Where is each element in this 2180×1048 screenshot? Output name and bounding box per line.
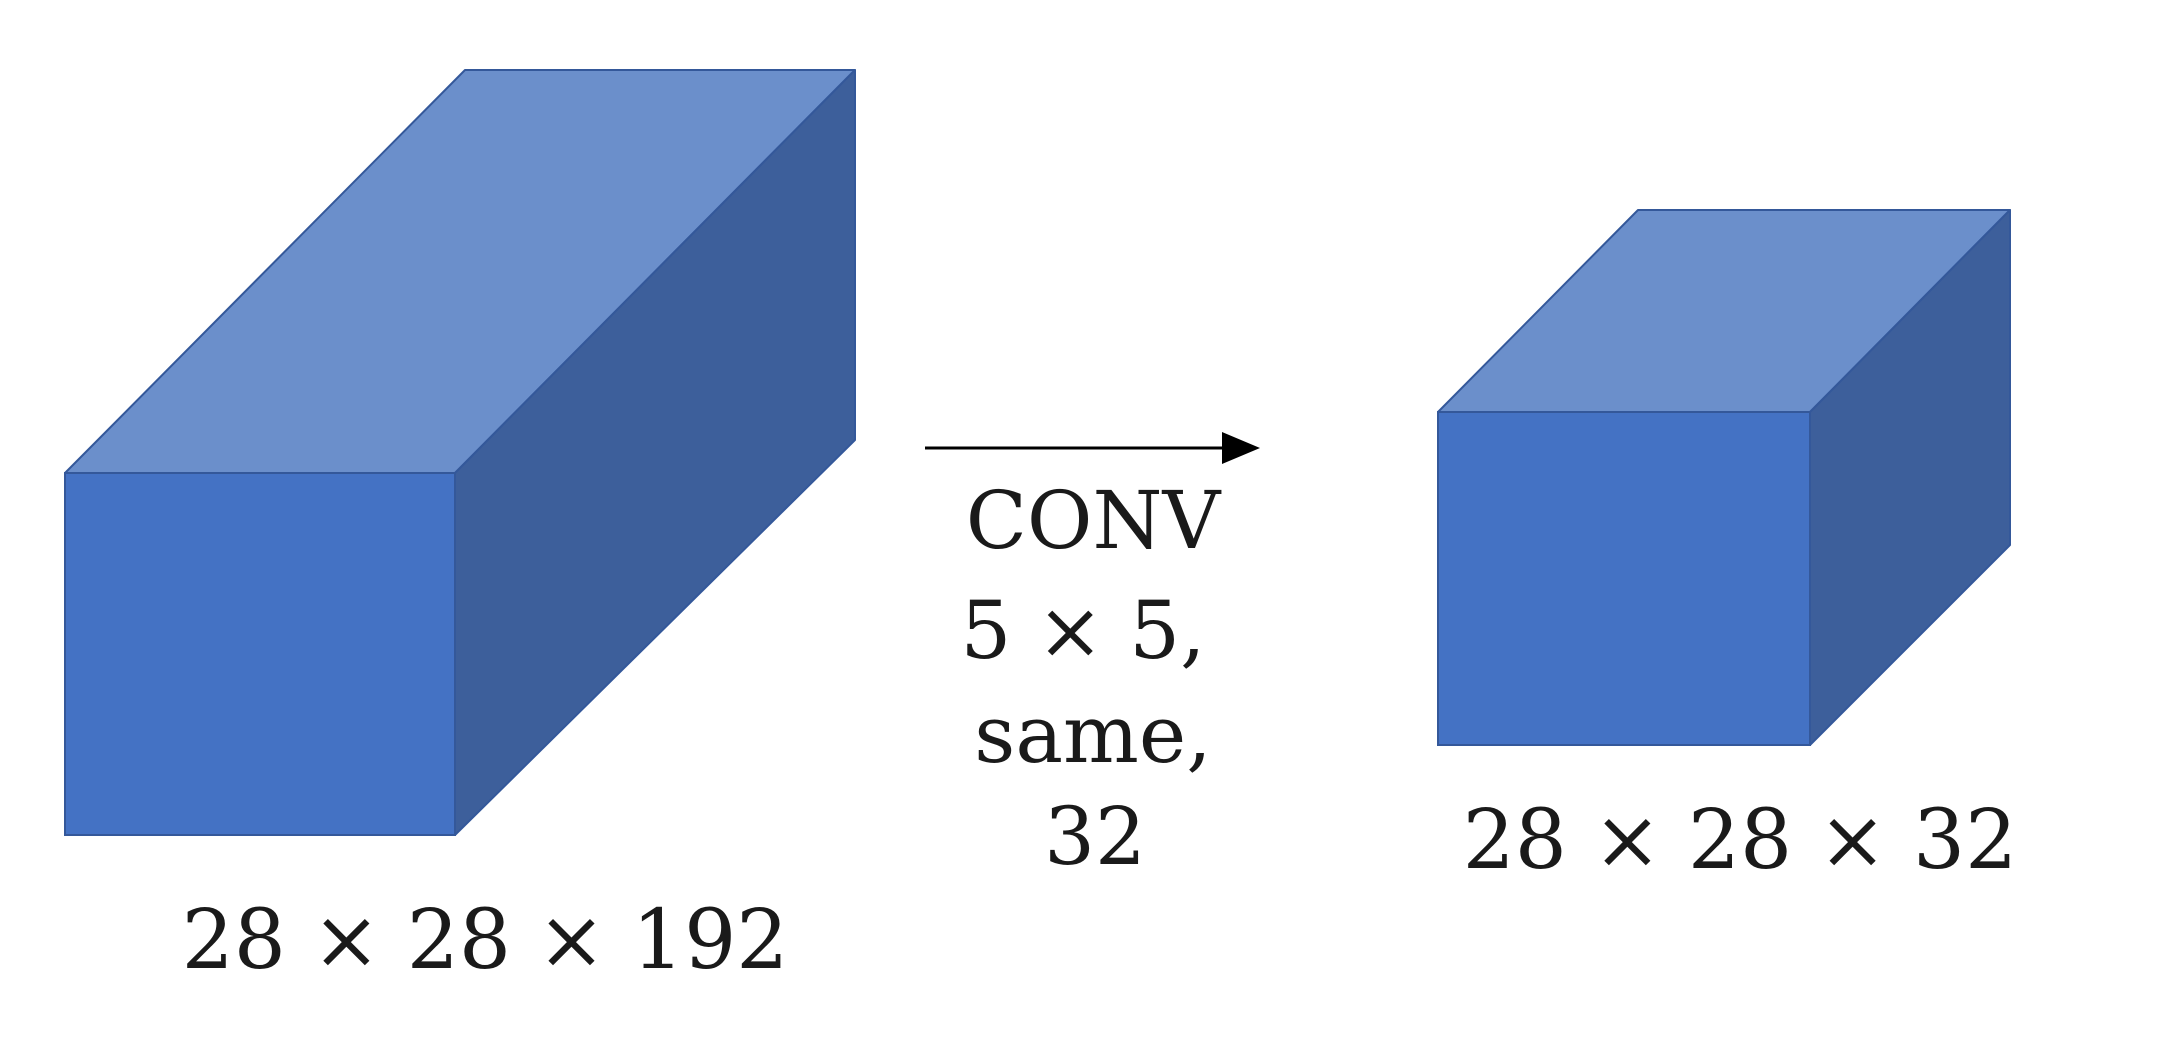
operation-label: CONV 5 × 5, same, 32 bbox=[960, 474, 1221, 883]
arrow-head-icon bbox=[1222, 432, 1260, 464]
input-volume-box bbox=[64, 69, 856, 836]
input-volume-front-face bbox=[64, 472, 456, 836]
output-volume-front-face bbox=[1437, 411, 1811, 746]
operation-line-3: same, bbox=[974, 688, 1211, 781]
operation-line-2: 5 × 5, bbox=[960, 584, 1205, 677]
input-volume-label: 28 × 28 × 192 bbox=[182, 893, 789, 988]
operation-line-1: CONV bbox=[966, 474, 1222, 567]
output-volume-box bbox=[1437, 209, 2011, 746]
operation-line-4: 32 bbox=[1044, 790, 1146, 883]
output-volume-label: 28 × 28 × 32 bbox=[1463, 793, 2018, 888]
conv-arrow bbox=[925, 432, 1260, 464]
